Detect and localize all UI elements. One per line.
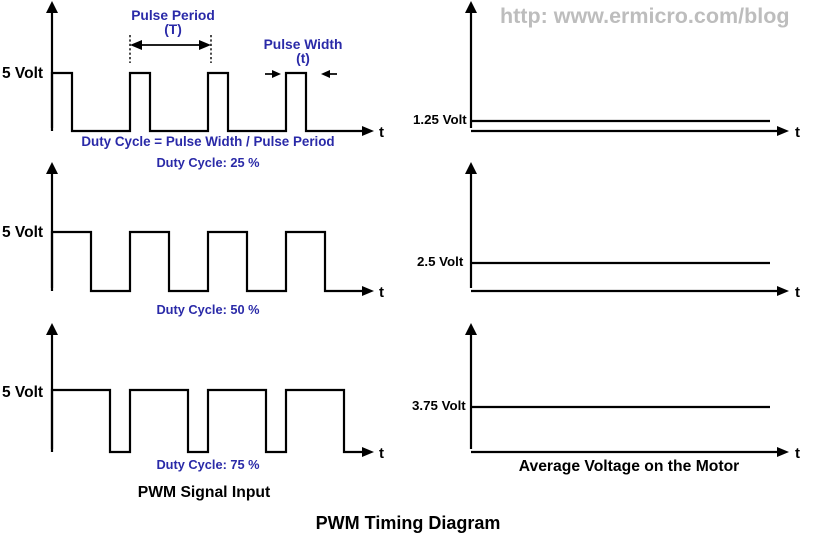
svg-text:Duty Cycle: 50 %: Duty Cycle: 50 %: [156, 302, 260, 317]
svg-text:1.25 Volt: 1.25 Volt: [413, 112, 467, 127]
svg-text:5 Volt: 5 Volt: [2, 65, 43, 82]
svg-text:t: t: [379, 284, 384, 301]
svg-text:http: www.ermicro.com/blog: http: www.ermicro.com/blog: [500, 4, 789, 28]
svg-text:t: t: [379, 445, 384, 462]
svg-text:PWM Signal Input: PWM Signal Input: [138, 484, 271, 501]
svg-text:Duty Cycle: 75 %: Duty Cycle: 75 %: [156, 457, 260, 472]
svg-text:PWM Timing Diagram: PWM Timing Diagram: [316, 513, 501, 533]
svg-text:t: t: [795, 445, 800, 462]
svg-text:Average Voltage on the Motor: Average Voltage on the Motor: [519, 458, 740, 475]
svg-text:t: t: [379, 124, 384, 141]
svg-text:5 Volt: 5 Volt: [2, 224, 43, 241]
svg-text:Pulse Width: Pulse Width: [264, 37, 343, 52]
svg-text:Pulse Period: Pulse Period: [131, 8, 215, 23]
svg-text:Duty Cycle = Pulse Width / Pul: Duty Cycle = Pulse Width / Pulse Period: [81, 134, 334, 149]
svg-text:Duty Cycle: 25 %: Duty Cycle: 25 %: [156, 155, 260, 170]
svg-text:3.75 Volt: 3.75 Volt: [412, 398, 466, 413]
svg-text:t: t: [795, 124, 800, 141]
svg-text:5 Volt: 5 Volt: [2, 384, 43, 401]
svg-text:(T): (T): [164, 22, 182, 37]
svg-text:2.5 Volt: 2.5 Volt: [417, 254, 464, 269]
svg-text:t: t: [795, 284, 800, 301]
svg-text:(t): (t): [296, 51, 310, 66]
